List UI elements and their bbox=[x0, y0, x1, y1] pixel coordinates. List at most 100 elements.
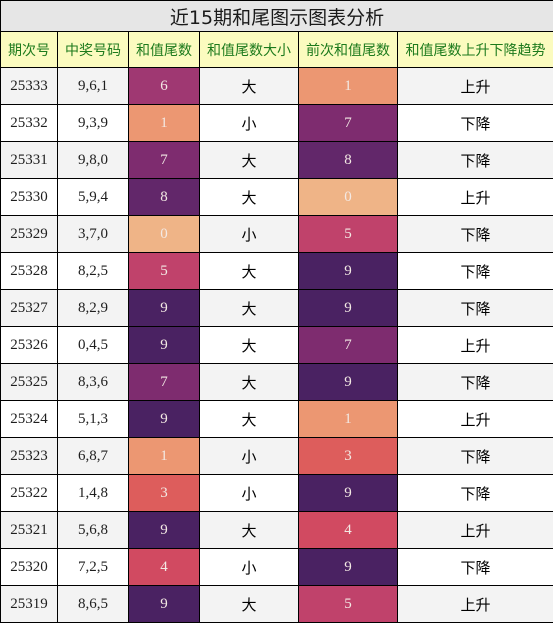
period-cell: 25322 bbox=[1, 475, 58, 512]
winning-numbers-cell: 8,3,6 bbox=[58, 364, 129, 401]
period-cell: 25323 bbox=[1, 438, 58, 475]
header-sum-tail: 和值尾数 bbox=[129, 32, 200, 68]
previous-tail-cell: 9 bbox=[299, 549, 398, 586]
sum-tail-cell: 0 bbox=[129, 216, 200, 253]
period-cell: 25321 bbox=[1, 512, 58, 549]
period-cell: 25328 bbox=[1, 253, 58, 290]
previous-tail-cell: 1 bbox=[299, 68, 398, 105]
period-cell: 25329 bbox=[1, 216, 58, 253]
trend-cell: 下降 bbox=[398, 475, 553, 512]
header-winning-numbers: 中奖号码 bbox=[58, 32, 129, 68]
previous-tail-cell: 9 bbox=[299, 290, 398, 327]
trend-cell: 上升 bbox=[398, 68, 553, 105]
previous-tail-cell: 7 bbox=[299, 105, 398, 142]
trend-cell: 下降 bbox=[398, 549, 553, 586]
period-cell: 25332 bbox=[1, 105, 58, 142]
sum-tail-cell: 8 bbox=[129, 179, 200, 216]
header-row: 期次号 中奖号码 和值尾数 和值尾数大小 前次和值尾数 和值尾数上升下降趋势 bbox=[1, 32, 553, 68]
period-cell: 25324 bbox=[1, 401, 58, 438]
winning-numbers-cell: 5,9,4 bbox=[58, 179, 129, 216]
tail-size-cell: 小 bbox=[200, 216, 299, 253]
tail-size-cell: 大 bbox=[200, 179, 299, 216]
trend-cell: 下降 bbox=[398, 142, 553, 179]
tail-size-cell: 小 bbox=[200, 438, 299, 475]
sum-tail-cell: 9 bbox=[129, 290, 200, 327]
sum-tail-cell: 6 bbox=[129, 68, 200, 105]
previous-tail-cell: 9 bbox=[299, 364, 398, 401]
winning-numbers-cell: 9,6,1 bbox=[58, 68, 129, 105]
tail-size-cell: 大 bbox=[200, 290, 299, 327]
winning-numbers-cell: 8,2,5 bbox=[58, 253, 129, 290]
previous-tail-cell: 5 bbox=[299, 216, 398, 253]
tail-size-cell: 小 bbox=[200, 105, 299, 142]
previous-tail-cell: 4 bbox=[299, 512, 398, 549]
trend-cell: 下降 bbox=[398, 216, 553, 253]
sum-tail-cell: 7 bbox=[129, 142, 200, 179]
tail-size-cell: 大 bbox=[200, 142, 299, 179]
sum-tail-cell: 3 bbox=[129, 475, 200, 512]
previous-tail-cell: 9 bbox=[299, 253, 398, 290]
sum-tail-cell: 9 bbox=[129, 401, 200, 438]
tail-size-cell: 小 bbox=[200, 475, 299, 512]
previous-tail-cell: 1 bbox=[299, 401, 398, 438]
table-title: 近15期和尾图示图表分析 bbox=[1, 1, 553, 32]
trend-cell: 上升 bbox=[398, 401, 553, 438]
winning-numbers-cell: 3,7,0 bbox=[58, 216, 129, 253]
sum-tail-cell: 9 bbox=[129, 586, 200, 623]
sum-tail-cell: 9 bbox=[129, 512, 200, 549]
winning-numbers-cell: 7,2,5 bbox=[58, 549, 129, 586]
tail-size-cell: 小 bbox=[200, 549, 299, 586]
trend-cell: 下降 bbox=[398, 438, 553, 475]
trend-cell: 上升 bbox=[398, 327, 553, 364]
period-cell: 25325 bbox=[1, 364, 58, 401]
previous-tail-cell: 8 bbox=[299, 142, 398, 179]
tail-size-cell: 大 bbox=[200, 364, 299, 401]
header-period: 期次号 bbox=[1, 32, 58, 68]
sum-tail-cell: 7 bbox=[129, 364, 200, 401]
sum-tail-cell: 9 bbox=[129, 327, 200, 364]
tail-size-cell: 大 bbox=[200, 253, 299, 290]
winning-numbers-cell: 5,6,8 bbox=[58, 512, 129, 549]
period-cell: 25320 bbox=[1, 549, 58, 586]
trend-cell: 下降 bbox=[398, 290, 553, 327]
header-previous-tail: 前次和值尾数 bbox=[299, 32, 398, 68]
tail-size-cell: 大 bbox=[200, 68, 299, 105]
trend-cell: 下降 bbox=[398, 364, 553, 401]
tail-size-cell: 大 bbox=[200, 512, 299, 549]
winning-numbers-cell: 0,4,5 bbox=[58, 327, 129, 364]
trend-cell: 下降 bbox=[398, 253, 553, 290]
sum-tail-cell: 4 bbox=[129, 549, 200, 586]
sum-tail-cell: 1 bbox=[129, 438, 200, 475]
tail-size-cell: 大 bbox=[200, 586, 299, 623]
previous-tail-cell: 3 bbox=[299, 438, 398, 475]
tail-size-cell: 大 bbox=[200, 401, 299, 438]
winning-numbers-cell: 5,1,3 bbox=[58, 401, 129, 438]
period-cell: 25330 bbox=[1, 179, 58, 216]
sum-tail-cell: 1 bbox=[129, 105, 200, 142]
trend-cell: 上升 bbox=[398, 179, 553, 216]
winning-numbers-cell: 9,8,0 bbox=[58, 142, 129, 179]
previous-tail-cell: 0 bbox=[299, 179, 398, 216]
sum-tail-cell: 5 bbox=[129, 253, 200, 290]
trend-cell: 上升 bbox=[398, 586, 553, 623]
trend-cell: 上升 bbox=[398, 512, 553, 549]
period-cell: 25327 bbox=[1, 290, 58, 327]
winning-numbers-cell: 8,2,9 bbox=[58, 290, 129, 327]
